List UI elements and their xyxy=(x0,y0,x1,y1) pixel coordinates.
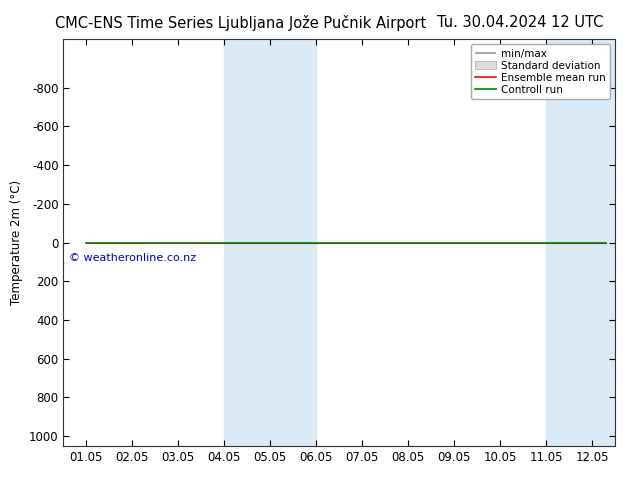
Text: © weatheronline.co.nz: © weatheronline.co.nz xyxy=(69,253,196,263)
Bar xyxy=(546,39,624,446)
Y-axis label: Temperature 2m (°C): Temperature 2m (°C) xyxy=(10,180,23,305)
Text: Tu. 30.04.2024 12 UTC: Tu. 30.04.2024 12 UTC xyxy=(437,15,603,30)
Text: CMC-ENS Time Series Ljubljana Jože Pučnik Airport: CMC-ENS Time Series Ljubljana Jože Pučni… xyxy=(55,15,427,31)
Bar xyxy=(224,39,316,446)
Legend: min/max, Standard deviation, Ensemble mean run, Controll run: min/max, Standard deviation, Ensemble me… xyxy=(470,45,610,99)
